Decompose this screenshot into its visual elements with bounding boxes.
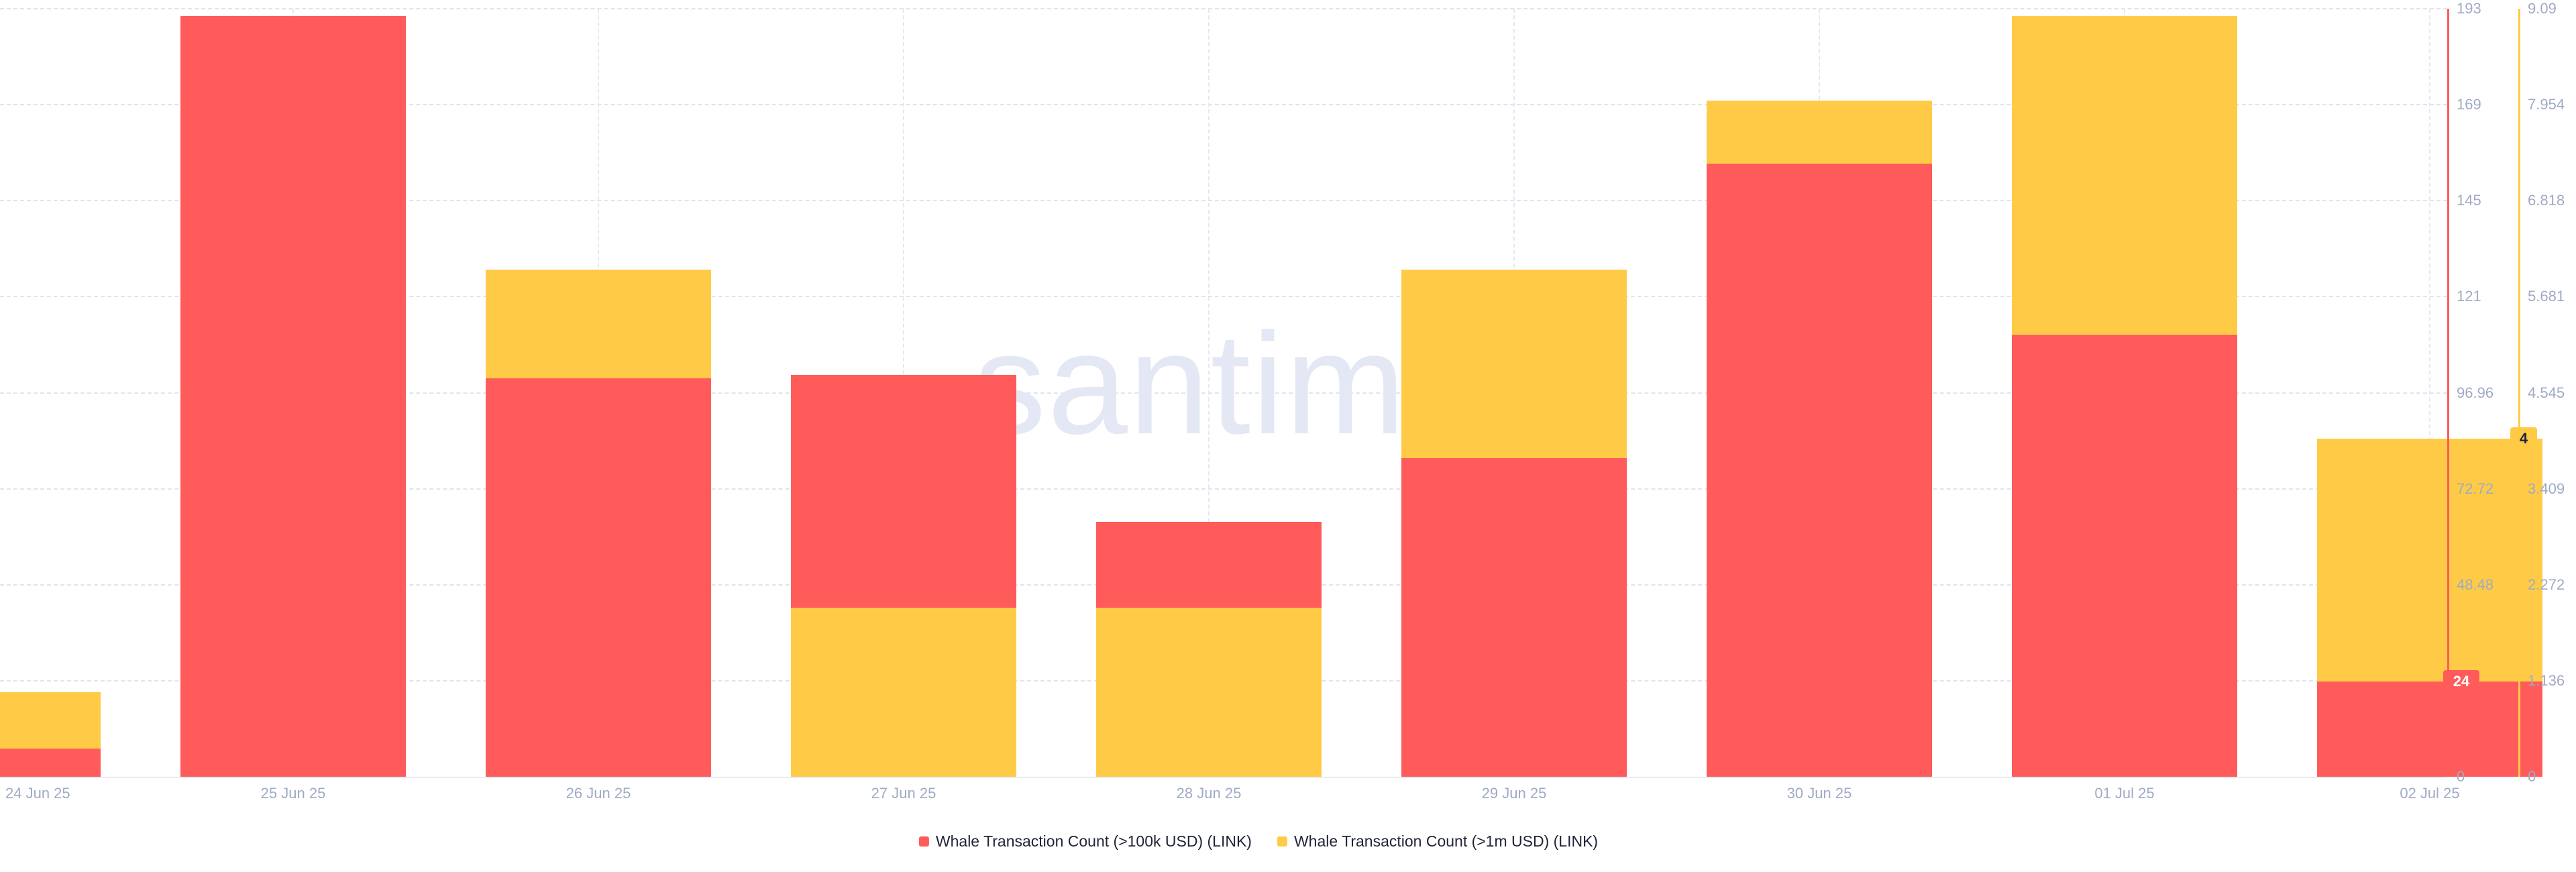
legend-item[interactable]: Whale Transaction Count (>100k USD) (LIN…: [918, 832, 1252, 851]
right-axis-tick-label: 7.954: [2528, 96, 2565, 113]
left-axis-tick-label: 96.96: [2457, 384, 2494, 401]
x-axis-date-label: 25 Jun 25: [260, 785, 326, 802]
bar-segment-gt1m[interactable]: [1401, 270, 1627, 459]
bar-segment-gt100k[interactable]: [1096, 522, 1322, 608]
bar-segment-gt100k[interactable]: [1401, 458, 1627, 777]
horizontal-gridline: [0, 8, 2447, 9]
bar-segment-gt1m[interactable]: [2317, 439, 2542, 682]
bar-segment-gt1m[interactable]: [2012, 16, 2237, 335]
bar-segment-gt100k[interactable]: [2012, 335, 2237, 777]
chart-legend: Whale Transaction Count (>100k USD) (LIN…: [918, 832, 1598, 851]
right-axis-tick-label: 4.545: [2528, 384, 2565, 401]
horizontal-gridline: [0, 488, 2447, 490]
x-axis-line: [0, 777, 2447, 778]
bar-segment-gt100k[interactable]: [180, 16, 406, 777]
right-axis-tick-label: 5.681: [2528, 288, 2565, 305]
bar-segment-gt1m[interactable]: [791, 608, 1016, 777]
bar-segment-gt100k[interactable]: [0, 749, 101, 777]
bar-segment-gt1m[interactable]: [1707, 101, 1932, 164]
left-axis-tick-label: 145: [2457, 192, 2481, 209]
left-axis-current-value-badge: 24: [2443, 669, 2479, 693]
legend-item[interactable]: Whale Transaction Count (>1m USD) (LINK): [1277, 832, 1598, 851]
horizontal-gridline: [0, 392, 2447, 394]
bar-segment-gt1m[interactable]: [1096, 608, 1322, 777]
right-axis-tick-label: 2.272: [2528, 576, 2565, 593]
x-axis-date-label: 28 Jun 25: [1176, 785, 1242, 802]
bar-segment-gt100k[interactable]: [486, 378, 711, 777]
x-axis-date-label: 29 Jun 25: [1481, 785, 1547, 802]
left-axis-tick-label: 169: [2457, 96, 2481, 113]
legend-swatch-icon: [918, 836, 929, 847]
x-axis-date-label: 24 Jun 25: [5, 785, 70, 802]
right-axis-tick-label: 0: [2528, 768, 2536, 785]
bar-segment-gt100k[interactable]: [1707, 163, 1932, 777]
right-axis-tick-label: 1.136: [2528, 671, 2565, 689]
left-value-axis-line: [2447, 9, 2449, 777]
x-axis-date-label: 26 Jun 25: [566, 785, 631, 802]
right-axis-tick-label: 3.409: [2528, 480, 2565, 497]
x-axis-date-label: 02 Jul 25: [2400, 785, 2460, 802]
bar-segment-gt100k[interactable]: [791, 374, 1016, 608]
right-axis-tick-label: 9.09: [2528, 0, 2557, 17]
legend-label: Whale Transaction Count (>100k USD) (LIN…: [935, 832, 1252, 850]
horizontal-gridline: [0, 104, 2447, 106]
vertical-gridline: [2429, 9, 2430, 777]
x-axis-date-label: 01 Jul 25: [2094, 785, 2155, 802]
x-axis-date-label: 27 Jun 25: [871, 785, 936, 802]
left-axis-tick-label: 193: [2457, 0, 2481, 17]
left-axis-tick-label: 121: [2457, 288, 2481, 305]
bar-segment-gt100k[interactable]: [2317, 681, 2542, 777]
bar-segment-gt1m[interactable]: [0, 692, 101, 749]
x-axis-date-label: 30 Jun 25: [1786, 785, 1852, 802]
right-axis-tick-label: 6.818: [2528, 192, 2565, 209]
legend-label: Whale Transaction Count (>1m USD) (LINK): [1293, 832, 1599, 850]
left-axis-tick-label: 72.72: [2457, 480, 2494, 497]
legend-swatch-icon: [1277, 836, 1287, 847]
horizontal-gridline: [0, 296, 2447, 298]
vertical-gridline: [1208, 9, 1210, 777]
right-value-axis-line: [2518, 9, 2520, 777]
horizontal-gridline: [0, 200, 2447, 202]
bar-segment-gt1m[interactable]: [486, 270, 711, 379]
left-axis-tick-label: 48.48: [2457, 576, 2494, 593]
left-axis-tick-label: 0: [2457, 768, 2465, 785]
right-axis-current-value-badge: 4: [2510, 427, 2537, 451]
